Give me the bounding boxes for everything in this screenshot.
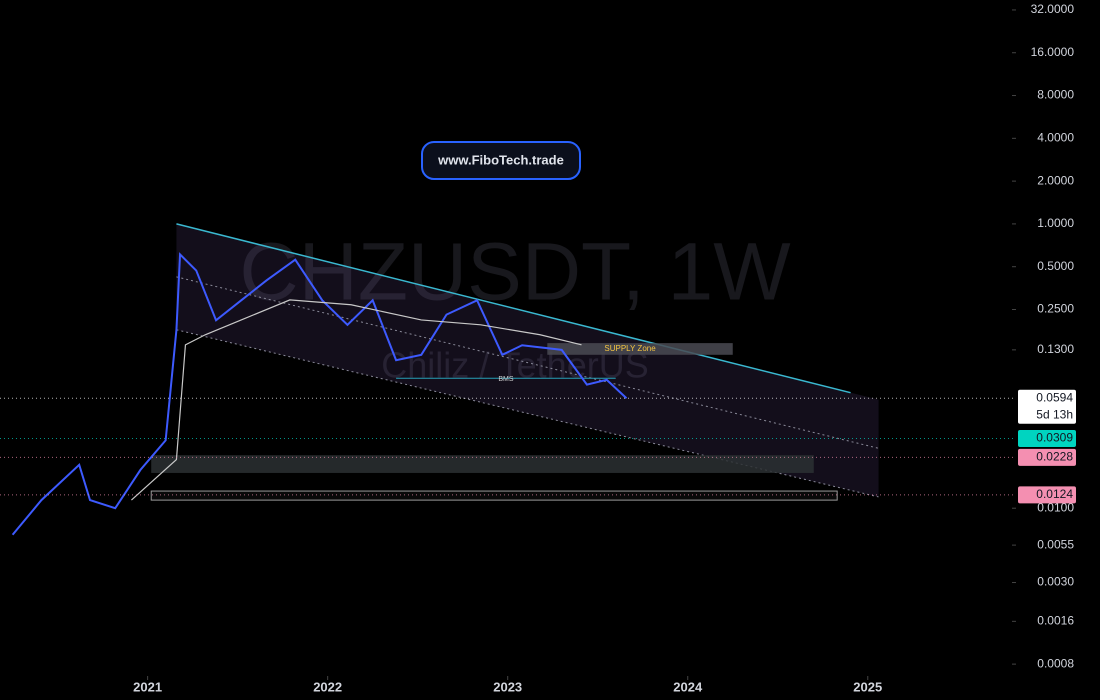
price-tag — [1018, 389, 1076, 424]
x-tick-label: 2021 — [133, 679, 162, 694]
price-tag — [1018, 430, 1076, 448]
y-tick-label: 0.0016 — [1037, 614, 1074, 628]
zone — [150, 490, 838, 501]
x-tick-label: 2024 — [673, 679, 703, 694]
zone-label: SUPPLY Zone — [604, 344, 656, 353]
channel-upper — [176, 223, 851, 394]
y-tick-label: 32.0000 — [1031, 2, 1075, 16]
channel-mid — [176, 276, 879, 449]
price-tag — [1018, 448, 1076, 466]
moving-average — [131, 299, 582, 501]
price-tag-label: 0.0309 — [1036, 431, 1073, 445]
y-tick-label: 16.0000 — [1031, 45, 1075, 59]
link-text[interactable]: www.FiboTech.trade — [437, 152, 564, 167]
channel-fill — [176, 223, 879, 497]
y-tick-label: 0.5000 — [1037, 259, 1074, 273]
y-tick-label: 0.1300 — [1037, 342, 1074, 356]
y-tick-label: 2.0000 — [1037, 173, 1074, 187]
y-tick-label: 8.0000 — [1037, 88, 1074, 102]
y-tick-label: 0.0030 — [1037, 575, 1074, 589]
x-tick-label: 2025 — [853, 679, 882, 694]
y-tick-label: 4.0000 — [1037, 130, 1074, 144]
watermark-title: CHZUSDT, 1W — [239, 227, 791, 318]
y-tick-label: 0.2500 — [1037, 302, 1074, 316]
y-tick-label: 0.0055 — [1037, 537, 1074, 551]
y-tick-label: 0.0008 — [1037, 656, 1074, 670]
x-tick-label: 2023 — [493, 679, 522, 694]
y-tick-label: 1.0000 — [1037, 216, 1074, 230]
price-tag-label: 0.0124 — [1036, 487, 1073, 501]
zone — [151, 455, 814, 473]
x-tick-label: 2022 — [313, 679, 342, 694]
price-tag-label: 0.0228 — [1036, 449, 1073, 463]
price-tag-label: 0.0594 — [1036, 390, 1073, 404]
bms-label: BMS — [498, 376, 514, 383]
price-countdown: 5d 13h — [1036, 407, 1073, 421]
zone — [547, 343, 733, 355]
price-line — [11, 252, 628, 536]
price-tag — [1018, 486, 1076, 504]
link-button[interactable] — [421, 141, 581, 180]
y-tick-label: 0.0100 — [1037, 500, 1074, 514]
